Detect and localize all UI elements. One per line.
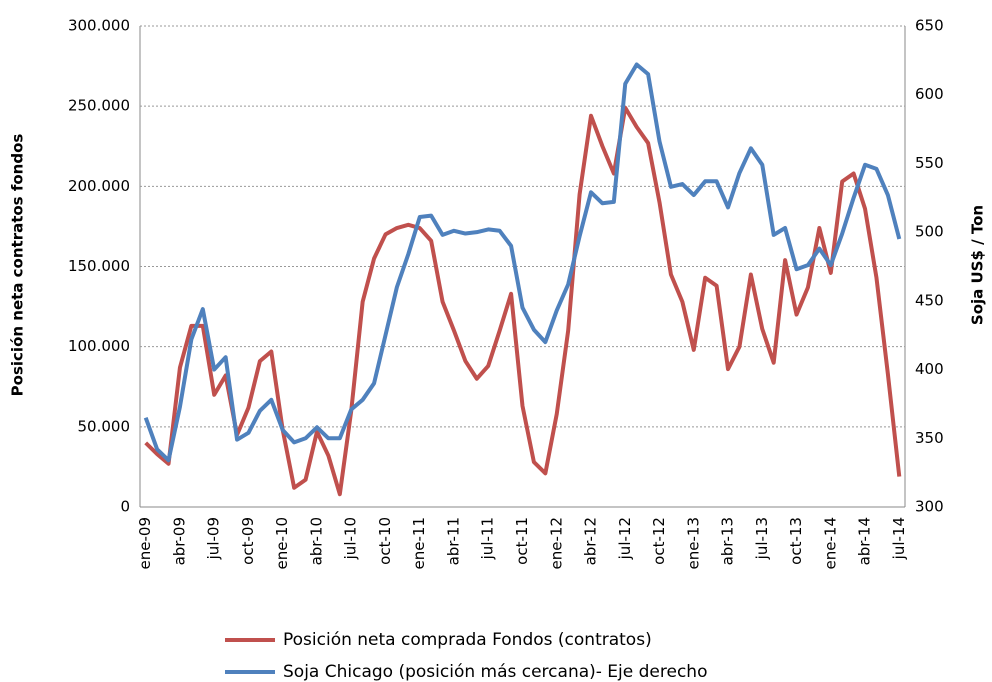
x-tick-label: ene-13 (684, 517, 702, 569)
x-tick-label: ene-11 (410, 517, 428, 569)
series-line (144, 105, 902, 497)
x-tick-label: jul-12 (616, 517, 634, 560)
y2-tick-label: 350 (915, 429, 944, 447)
series-line (143, 62, 902, 463)
legend-label: Posición neta comprada Fondos (contratos… (283, 630, 652, 650)
y-tick-label: 250.000 (68, 97, 130, 115)
y2-tick-label: 500 (915, 223, 944, 241)
y2-tick-label: 400 (915, 360, 944, 378)
x-tick-label: oct-09 (239, 517, 257, 565)
x-tick-label: jul-09 (205, 517, 223, 560)
y2-tick-label: 650 (915, 17, 944, 35)
y2-tick-label: 600 (915, 85, 944, 103)
x-tick-label: abr-09 (170, 517, 188, 565)
x-tick-label: oct-10 (376, 517, 394, 565)
y-tick-label: 50.000 (78, 417, 131, 435)
x-tick-label: ene-09 (136, 517, 154, 569)
x-tick-label: jul-11 (479, 517, 497, 560)
x-tick-label: ene-10 (273, 517, 291, 569)
x-tick-label: oct-11 (513, 517, 531, 565)
legend-label: Soja Chicago (posición más cercana)- Eje… (283, 662, 707, 682)
y-tick-label: 200.000 (68, 177, 130, 195)
x-tick-label: jul-13 (753, 517, 771, 560)
x-tick-label: oct-12 (650, 517, 668, 565)
x-tick-label: abr-11 (444, 517, 462, 565)
y-tick-label: 300.000 (68, 17, 130, 35)
y2-tick-label: 300 (915, 498, 944, 516)
x-tick-label: ene-12 (547, 517, 565, 569)
x-tick-label: oct-13 (787, 517, 805, 565)
x-tick-label: abr-13 (719, 517, 737, 565)
y2-axis-title: Soja US$ / Ton (969, 205, 987, 325)
x-tick-label: jul-10 (342, 517, 360, 560)
x-tick-label: abr-14 (856, 517, 874, 565)
x-tick-label: jul-14 (890, 517, 908, 560)
y-tick-label: 100.000 (68, 337, 130, 355)
y-tick-label: 150.000 (68, 257, 130, 275)
y2-tick-label: 450 (915, 291, 944, 309)
x-tick-label: abr-12 (582, 517, 600, 565)
y-axis-title: Posición neta contratos fondos (9, 134, 27, 397)
y2-tick-label: 550 (915, 154, 944, 172)
x-tick-label: abr-10 (307, 517, 325, 565)
x-tick-label: ene-14 (821, 517, 839, 569)
y-tick-label: 0 (120, 498, 130, 516)
